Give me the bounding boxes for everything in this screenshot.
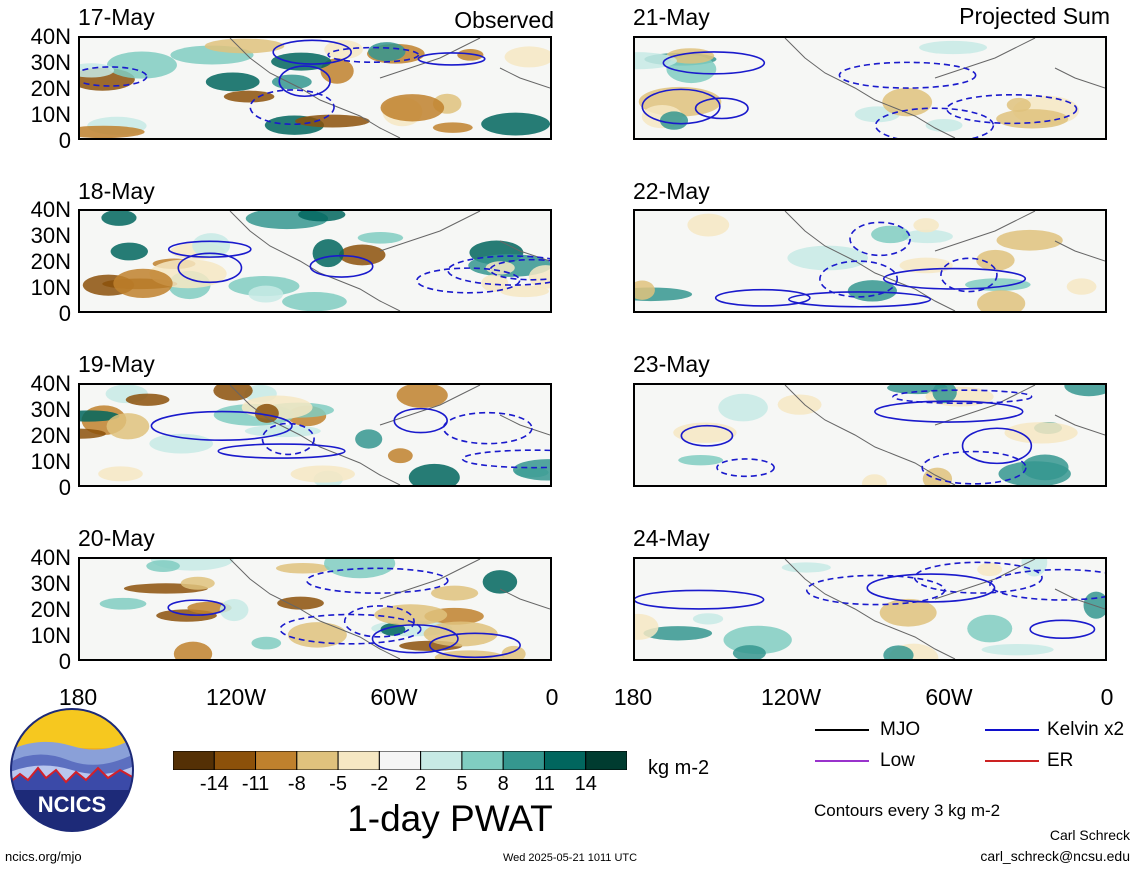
lat-label-row4-1: 30N <box>30 571 71 596</box>
map-panel-left-4 <box>78 557 552 661</box>
contour-note: Contours every 3 kg m-2 <box>814 801 1001 820</box>
colorbar-box-3 <box>296 750 339 771</box>
panel-date-right-2: 22-May <box>633 178 710 204</box>
projected-title: Projected Sum <box>959 3 1110 29</box>
footer-email[interactable]: carl_schreck@ncsu.edu <box>980 848 1130 864</box>
colorbar-title: 1-day PWAT <box>347 798 553 839</box>
map-panel-right-2 <box>633 209 1107 313</box>
legend-line-kelvin <box>985 729 1039 731</box>
lat-label-row4-2: 20N <box>30 597 71 622</box>
ncics-logo: NCICS <box>10 708 134 832</box>
lon-label-left-120w: 120W <box>205 684 267 710</box>
lat-label-row3-2: 20N <box>30 423 71 448</box>
colorbar-label-5: 2 <box>415 773 427 795</box>
lat-label-row2-4: 0 <box>58 301 71 326</box>
map-panel-left-3 <box>78 383 552 487</box>
colorbar-box-0 <box>172 750 215 771</box>
footer-timestamp: Wed 2025-05-21 1011 UTC <box>502 852 638 864</box>
colorbar-label-3: -5 <box>329 773 347 795</box>
colorbar <box>172 750 628 771</box>
legend-line-mjo <box>815 729 869 731</box>
lat-label-row3-0: 40N <box>30 371 71 396</box>
colorbar-label-1: -11 <box>241 773 270 795</box>
lat-label-row2-0: 40N <box>30 197 71 222</box>
lat-label-row2-1: 30N <box>30 223 71 248</box>
lon-label-right-180: 180 <box>613 684 653 710</box>
legend-label-kelvin: Kelvin x2 <box>1047 719 1125 740</box>
panel-date-left-1: 17-May <box>78 4 155 30</box>
lon-label-left-180: 180 <box>58 684 98 710</box>
footer-author: Carl Schreck <box>1049 827 1130 843</box>
colorbar-label-4: -2 <box>370 773 389 795</box>
legend-label-low: Low <box>880 750 915 771</box>
colorbar-box-10 <box>585 750 628 771</box>
map-panel-right-3 <box>633 383 1107 487</box>
panel-date-left-3: 19-May <box>78 351 155 377</box>
lat-label-row4-4: 0 <box>58 649 71 674</box>
panel-date-right-3: 23-May <box>633 351 710 377</box>
lat-label-row1-1: 30N <box>30 50 71 75</box>
lat-label-row2-2: 20N <box>30 249 71 274</box>
panel-date-right-4: 24-May <box>633 525 710 551</box>
colorbar-units: kg m-2 <box>648 757 710 779</box>
lat-label-row4-3: 10N <box>30 623 71 648</box>
colorbar-box-5 <box>378 750 422 771</box>
colorbar-label-6: 5 <box>456 773 468 795</box>
lat-label-row1-2: 20N <box>30 76 71 101</box>
lat-label-row1-3: 10N <box>30 102 71 127</box>
lat-label-row3-4: 0 <box>58 475 71 500</box>
lat-label-row2-3: 10N <box>30 275 71 300</box>
panel-date-left-2: 18-May <box>78 178 155 204</box>
panel-date-right-1: 21-May <box>633 4 710 30</box>
lon-label-left-0: 0 <box>545 684 559 710</box>
map-panel-right-1 <box>633 36 1107 140</box>
legend-line-er <box>985 760 1039 762</box>
map-panel-right-4 <box>633 557 1107 661</box>
map-panel-left-1 <box>78 36 552 140</box>
logo-text: NCICS <box>38 792 106 817</box>
footer-url[interactable]: ncics.org/mjo <box>5 849 82 864</box>
colorbar-label-9: 14 <box>574 773 597 795</box>
colorbar-box-4 <box>337 750 380 771</box>
colorbar-box-9 <box>543 750 587 771</box>
lat-label-row1-0: 40N <box>30 24 71 49</box>
lon-label-right-60w: 60W <box>925 684 973 710</box>
lat-label-row3-1: 30N <box>30 397 71 422</box>
lat-label-row3-3: 10N <box>30 449 71 474</box>
lat-label-row4-0: 40N <box>30 545 71 570</box>
colorbar-label-2: -8 <box>287 773 306 795</box>
colorbar-label-0: -14 <box>199 773 229 795</box>
colorbar-box-1 <box>213 750 257 771</box>
legend-label-er: ER <box>1047 750 1074 771</box>
legend-label-mjo: MJO <box>880 719 921 740</box>
colorbar-box-7 <box>461 750 504 771</box>
lat-label-row1-4: 0 <box>58 128 71 153</box>
colorbar-label-7: 8 <box>497 773 509 795</box>
legend-line-low <box>815 760 869 762</box>
colorbar-box-2 <box>255 750 298 771</box>
lon-label-right-120w: 120W <box>760 684 822 710</box>
map-panel-left-2 <box>78 209 552 313</box>
colorbar-box-6 <box>420 750 463 771</box>
colorbar-label-8: 11 <box>534 773 555 795</box>
lon-label-right-0: 0 <box>1100 684 1114 710</box>
lon-label-left-60w: 60W <box>370 684 418 710</box>
panel-date-left-4: 20-May <box>78 525 155 551</box>
observed-title: Observed <box>454 7 554 33</box>
colorbar-box-8 <box>502 750 545 771</box>
